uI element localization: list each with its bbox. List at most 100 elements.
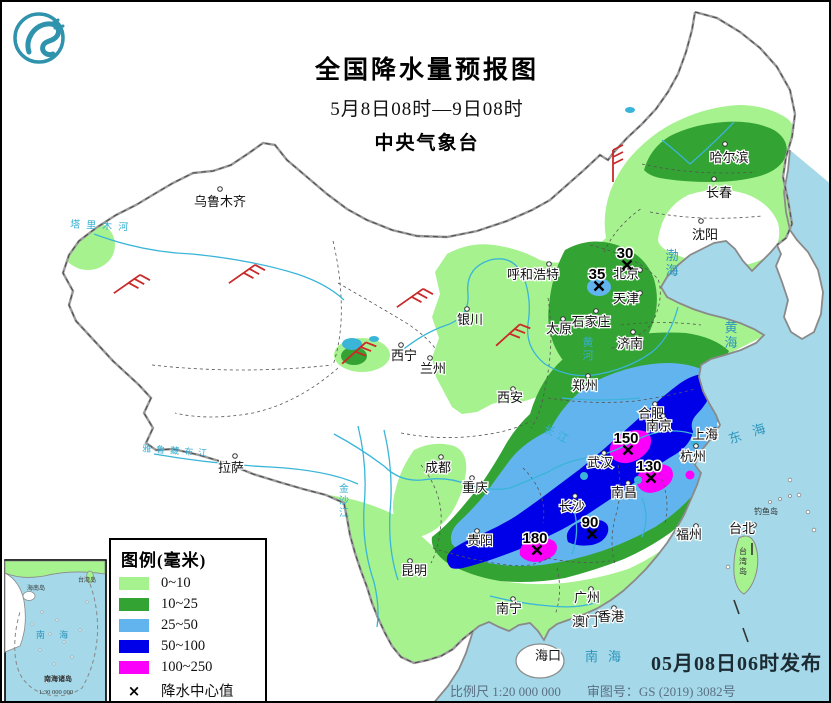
legend-swatch bbox=[119, 640, 149, 653]
precip-center-marker: 35 bbox=[587, 265, 607, 292]
city-label: 香港 bbox=[598, 609, 624, 624]
precip-center-label: 降水中心值 bbox=[161, 684, 234, 700]
city-marker: 武汉 bbox=[586, 450, 614, 471]
city-label: 长春 bbox=[706, 185, 732, 200]
precip-center-symbol: × bbox=[127, 681, 141, 700]
city-label: 哈尔滨 bbox=[709, 150, 748, 165]
precip-center-value: 30 bbox=[617, 245, 634, 262]
city-label: 拉萨 bbox=[218, 460, 244, 475]
city-label: 西安 bbox=[497, 390, 523, 405]
precip-center-value: 35 bbox=[589, 266, 606, 283]
city-marker: 上海 bbox=[691, 426, 720, 444]
city-label: 福州 bbox=[676, 527, 702, 542]
coastline bbox=[434, 149, 824, 701]
city-marker: 贵阳 bbox=[466, 528, 494, 549]
city-label: 银川 bbox=[457, 312, 483, 327]
inset-islands-label: 南海诸岛 bbox=[44, 674, 72, 683]
island-labels-layer: 台湾岛 钓鱼岛 bbox=[739, 506, 778, 576]
precipitation-layers bbox=[63, 105, 795, 662]
city-marker: 长沙 bbox=[558, 493, 586, 515]
city-label: 南昌 bbox=[611, 485, 637, 500]
agency-name: 中央气象台 bbox=[374, 133, 480, 154]
precip-spot-90-blue bbox=[566, 519, 609, 546]
precip-centers-layer: 30 35 150 130 180 90 bbox=[521, 244, 663, 556]
city-marker: 西安 bbox=[496, 386, 524, 406]
city-label: 长沙 bbox=[559, 499, 585, 514]
legend-row: 10~25 bbox=[119, 596, 257, 613]
city-label: 郑州 bbox=[572, 378, 598, 393]
city-label: 济南 bbox=[617, 336, 643, 351]
precip-center-value: 150 bbox=[613, 430, 638, 447]
title-block: 全国降水量预报图 5月8日08时—9日08时 中央气象台 bbox=[242, 50, 612, 155]
inset-scale-label: 1:30 000 000 bbox=[39, 689, 73, 696]
legend-row: 100~250 bbox=[119, 659, 257, 676]
approval-number: 审图号：GS (2019) 3082号 bbox=[586, 684, 736, 699]
legend-rows: 0~10 10~25 25~50 50~100 100~250 bbox=[119, 575, 257, 676]
city-label: 武汉 bbox=[587, 455, 613, 470]
inset-indochina bbox=[4, 572, 26, 653]
wind-barb-icon bbox=[495, 323, 531, 347]
legend-range-label: 50~100 bbox=[161, 638, 206, 654]
legend-range-label: 0~10 bbox=[161, 575, 191, 591]
city-label: 北京 bbox=[613, 266, 639, 281]
legend-swatch bbox=[119, 577, 149, 590]
sea-area bbox=[435, 150, 829, 701]
city-label: 贵阳 bbox=[467, 533, 493, 548]
precip-center-value: 180 bbox=[522, 530, 547, 547]
precip-region-south-light bbox=[150, 449, 705, 662]
inset-taiwan-label: 台湾岛 bbox=[78, 576, 96, 584]
city-label: 石家庄 bbox=[571, 314, 610, 329]
wind-barb-icon bbox=[396, 288, 434, 308]
legend-range-label: 25~50 bbox=[161, 617, 198, 633]
rivers bbox=[93, 121, 735, 628]
south-china-sea-inset: 台湾岛 海南岛 南 海 南海诸岛 1:30 000 000 bbox=[4, 559, 107, 701]
city-marker: 呼和浩特 bbox=[506, 261, 560, 283]
city-label: 西宁 bbox=[391, 348, 417, 363]
city-marker: 哈尔滨 bbox=[708, 141, 750, 166]
precip-spot-small-magenta bbox=[685, 470, 695, 480]
small-islands bbox=[725, 477, 817, 570]
city-label: 南宁 bbox=[496, 601, 522, 616]
river-label: 金沙江 bbox=[339, 482, 349, 519]
legend-box: 图例(毫米) 0~10 10~25 25~50 50~100 100~250 × 降水中… bbox=[109, 538, 267, 701]
city-marker: 香港 bbox=[597, 605, 625, 625]
legend-range-label: 10~25 bbox=[161, 596, 198, 612]
wind-barb-icon bbox=[228, 264, 266, 284]
wind-barb-icon bbox=[113, 274, 151, 294]
city-marker: 长春 bbox=[705, 176, 733, 201]
city-marker: 南京 bbox=[645, 413, 673, 434]
city-label: 杭州 bbox=[680, 449, 706, 464]
legend-swatch bbox=[119, 661, 149, 674]
legend-range-label: 100~250 bbox=[161, 659, 213, 675]
precip-center-value: 90 bbox=[582, 514, 599, 531]
legend-row: 50~100 bbox=[119, 638, 257, 655]
inset-hainan-label: 海南岛 bbox=[27, 584, 45, 592]
city-marker: 重庆 bbox=[461, 475, 489, 496]
legend-swatch bbox=[119, 598, 149, 611]
hainan-island bbox=[515, 643, 565, 679]
province-borders bbox=[151, 163, 763, 616]
wind-barbs-layer bbox=[113, 144, 624, 365]
city-marker: 北京 bbox=[612, 265, 643, 282]
city-label: 广州 bbox=[574, 590, 600, 605]
city-label: 昆明 bbox=[401, 563, 427, 578]
precip-center-marker: 90 bbox=[580, 513, 600, 540]
legend-swatch bbox=[119, 619, 149, 632]
city-marker: 成都 bbox=[424, 454, 452, 476]
map-title: 全国降水量预报图 bbox=[314, 57, 539, 84]
city-marker: 昆明 bbox=[400, 558, 428, 579]
legend-row-center-value: × 降水中心值 bbox=[119, 680, 257, 701]
sea-boundary-dashes bbox=[733, 543, 753, 643]
inset-sea-label: 南 海 bbox=[36, 629, 74, 640]
forecast-period: 5月8日08时—9日08时 bbox=[330, 99, 524, 120]
city-marker: 南昌 bbox=[610, 480, 638, 501]
city-label: 乌鲁木齐 bbox=[194, 194, 246, 209]
precip-center-value: 130 bbox=[636, 458, 661, 475]
city-marker: 福州 bbox=[675, 523, 703, 543]
wind-barb-icon bbox=[612, 144, 624, 182]
inset-mainland-coast bbox=[4, 560, 106, 578]
cma-logo bbox=[11, 10, 67, 66]
sea-label: 南海 bbox=[585, 649, 631, 664]
city-marker: 台北 bbox=[728, 520, 757, 537]
